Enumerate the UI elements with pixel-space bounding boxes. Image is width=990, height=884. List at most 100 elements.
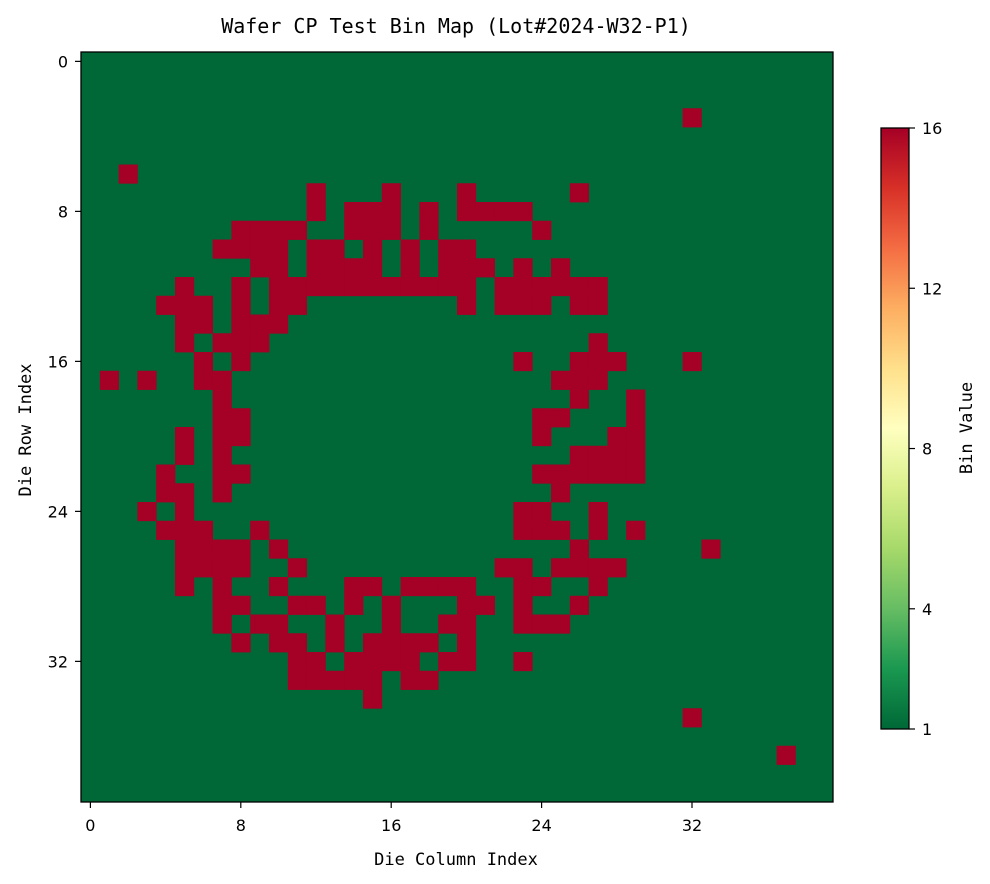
fail-die-cell <box>551 464 571 484</box>
fail-die-cell <box>269 239 289 259</box>
fail-die-cell <box>588 445 608 465</box>
fail-die-cell <box>231 295 251 315</box>
fail-die-cell <box>626 408 646 428</box>
fail-die-cell <box>231 427 251 447</box>
fail-die-cell <box>250 314 270 334</box>
fail-die-cell <box>419 670 439 690</box>
x-axis-label: Die Column Index <box>374 850 538 870</box>
fail-die-cell <box>287 595 307 615</box>
fail-die-cell <box>400 670 420 690</box>
fail-die-cell <box>607 427 627 447</box>
fail-die-cell <box>231 333 251 353</box>
fail-die-cell <box>306 277 326 297</box>
fail-die-cell <box>231 539 251 559</box>
fail-die-cell <box>250 239 270 259</box>
fail-die-cell <box>344 595 364 615</box>
fail-die-cell <box>457 577 477 597</box>
fail-die-cell <box>269 220 289 240</box>
fail-die-cell <box>231 352 251 372</box>
fail-die-cell <box>193 539 213 559</box>
fail-die-cell <box>156 520 176 540</box>
fail-die-cell <box>344 220 364 240</box>
fail-die-cell <box>269 539 289 559</box>
fail-die-cell <box>363 277 383 297</box>
fail-die-cell <box>607 464 627 484</box>
fail-die-cell <box>363 670 383 690</box>
fail-die-cell <box>532 502 552 522</box>
fail-die-cell <box>457 295 477 315</box>
fail-die-cell <box>269 577 289 597</box>
fail-die-cell <box>175 314 195 334</box>
fail-die-cell <box>325 277 345 297</box>
fail-die-cell <box>325 614 345 634</box>
fail-die-cell <box>231 595 251 615</box>
fail-die-cell <box>569 370 589 390</box>
fail-die-cell <box>212 239 232 259</box>
fail-die-cell <box>400 633 420 653</box>
fail-die-cell <box>513 558 533 578</box>
fail-die-cell <box>588 520 608 540</box>
fail-die-cell <box>250 520 270 540</box>
fail-die-cell <box>588 333 608 353</box>
y-tick-label: 8 <box>58 202 68 221</box>
fail-die-cell <box>551 277 571 297</box>
fail-die-cell <box>363 633 383 653</box>
colorbar-ticks: 1 4 8 12 16 <box>909 119 942 739</box>
fail-die-cell <box>325 239 345 259</box>
fail-die-cell <box>532 520 552 540</box>
fail-die-cell <box>212 464 232 484</box>
fail-die-cell <box>287 295 307 315</box>
plot-frame <box>80 51 834 803</box>
fail-die-cell <box>569 277 589 297</box>
x-tick-label: 8 <box>236 816 246 835</box>
fail-die-cell <box>532 277 552 297</box>
fail-die-cell <box>569 352 589 372</box>
fail-die-cell <box>569 464 589 484</box>
fail-die-cell <box>287 670 307 690</box>
fail-die-cell <box>626 445 646 465</box>
fail-die-cell <box>419 202 439 222</box>
fail-die-cell <box>626 464 646 484</box>
fail-die-cell <box>137 502 157 522</box>
y-tick-label: 0 <box>58 52 68 71</box>
fail-die-cell <box>532 408 552 428</box>
fail-die-cell <box>513 295 533 315</box>
fail-die-cell <box>193 520 213 540</box>
fail-die-cell <box>626 427 646 447</box>
fail-die-cell <box>269 614 289 634</box>
fail-die-cell <box>588 558 608 578</box>
fail-die-cell <box>513 577 533 597</box>
y-tick-label: 32 <box>48 652 68 671</box>
fail-die-cell <box>381 633 401 653</box>
fail-die-cell <box>494 558 514 578</box>
fail-die-cell <box>381 183 401 203</box>
fail-die-cell <box>231 558 251 578</box>
fail-die-cell <box>551 483 571 503</box>
fail-die-cell <box>193 352 213 372</box>
fail-die-cell <box>175 539 195 559</box>
x-axis-ticks: 0 8 16 24 32 <box>85 802 702 835</box>
fail-die-cell <box>212 539 232 559</box>
fail-die-cell <box>269 314 289 334</box>
fail-die-cell <box>212 483 232 503</box>
fail-die-cell <box>419 277 439 297</box>
fail-die-cell <box>438 614 458 634</box>
fail-die-cell <box>212 445 232 465</box>
fail-die-cell <box>231 314 251 334</box>
fail-die-cell <box>588 277 608 297</box>
fail-die-cell <box>475 202 495 222</box>
x-tick-label: 16 <box>381 816 401 835</box>
fail-die-cell <box>212 595 232 615</box>
fail-die-cell <box>344 577 364 597</box>
fail-die-cell <box>175 295 195 315</box>
fail-die-cell <box>607 445 627 465</box>
fail-die-cell <box>551 258 571 278</box>
fail-die-cell <box>532 614 552 634</box>
fail-die-cell <box>400 277 420 297</box>
fail-die-cell <box>287 633 307 653</box>
fail-die-cell <box>193 558 213 578</box>
fail-die-cell <box>212 577 232 597</box>
fail-die-cell <box>175 502 195 522</box>
fail-die-cell <box>438 577 458 597</box>
fail-die-cell <box>212 614 232 634</box>
